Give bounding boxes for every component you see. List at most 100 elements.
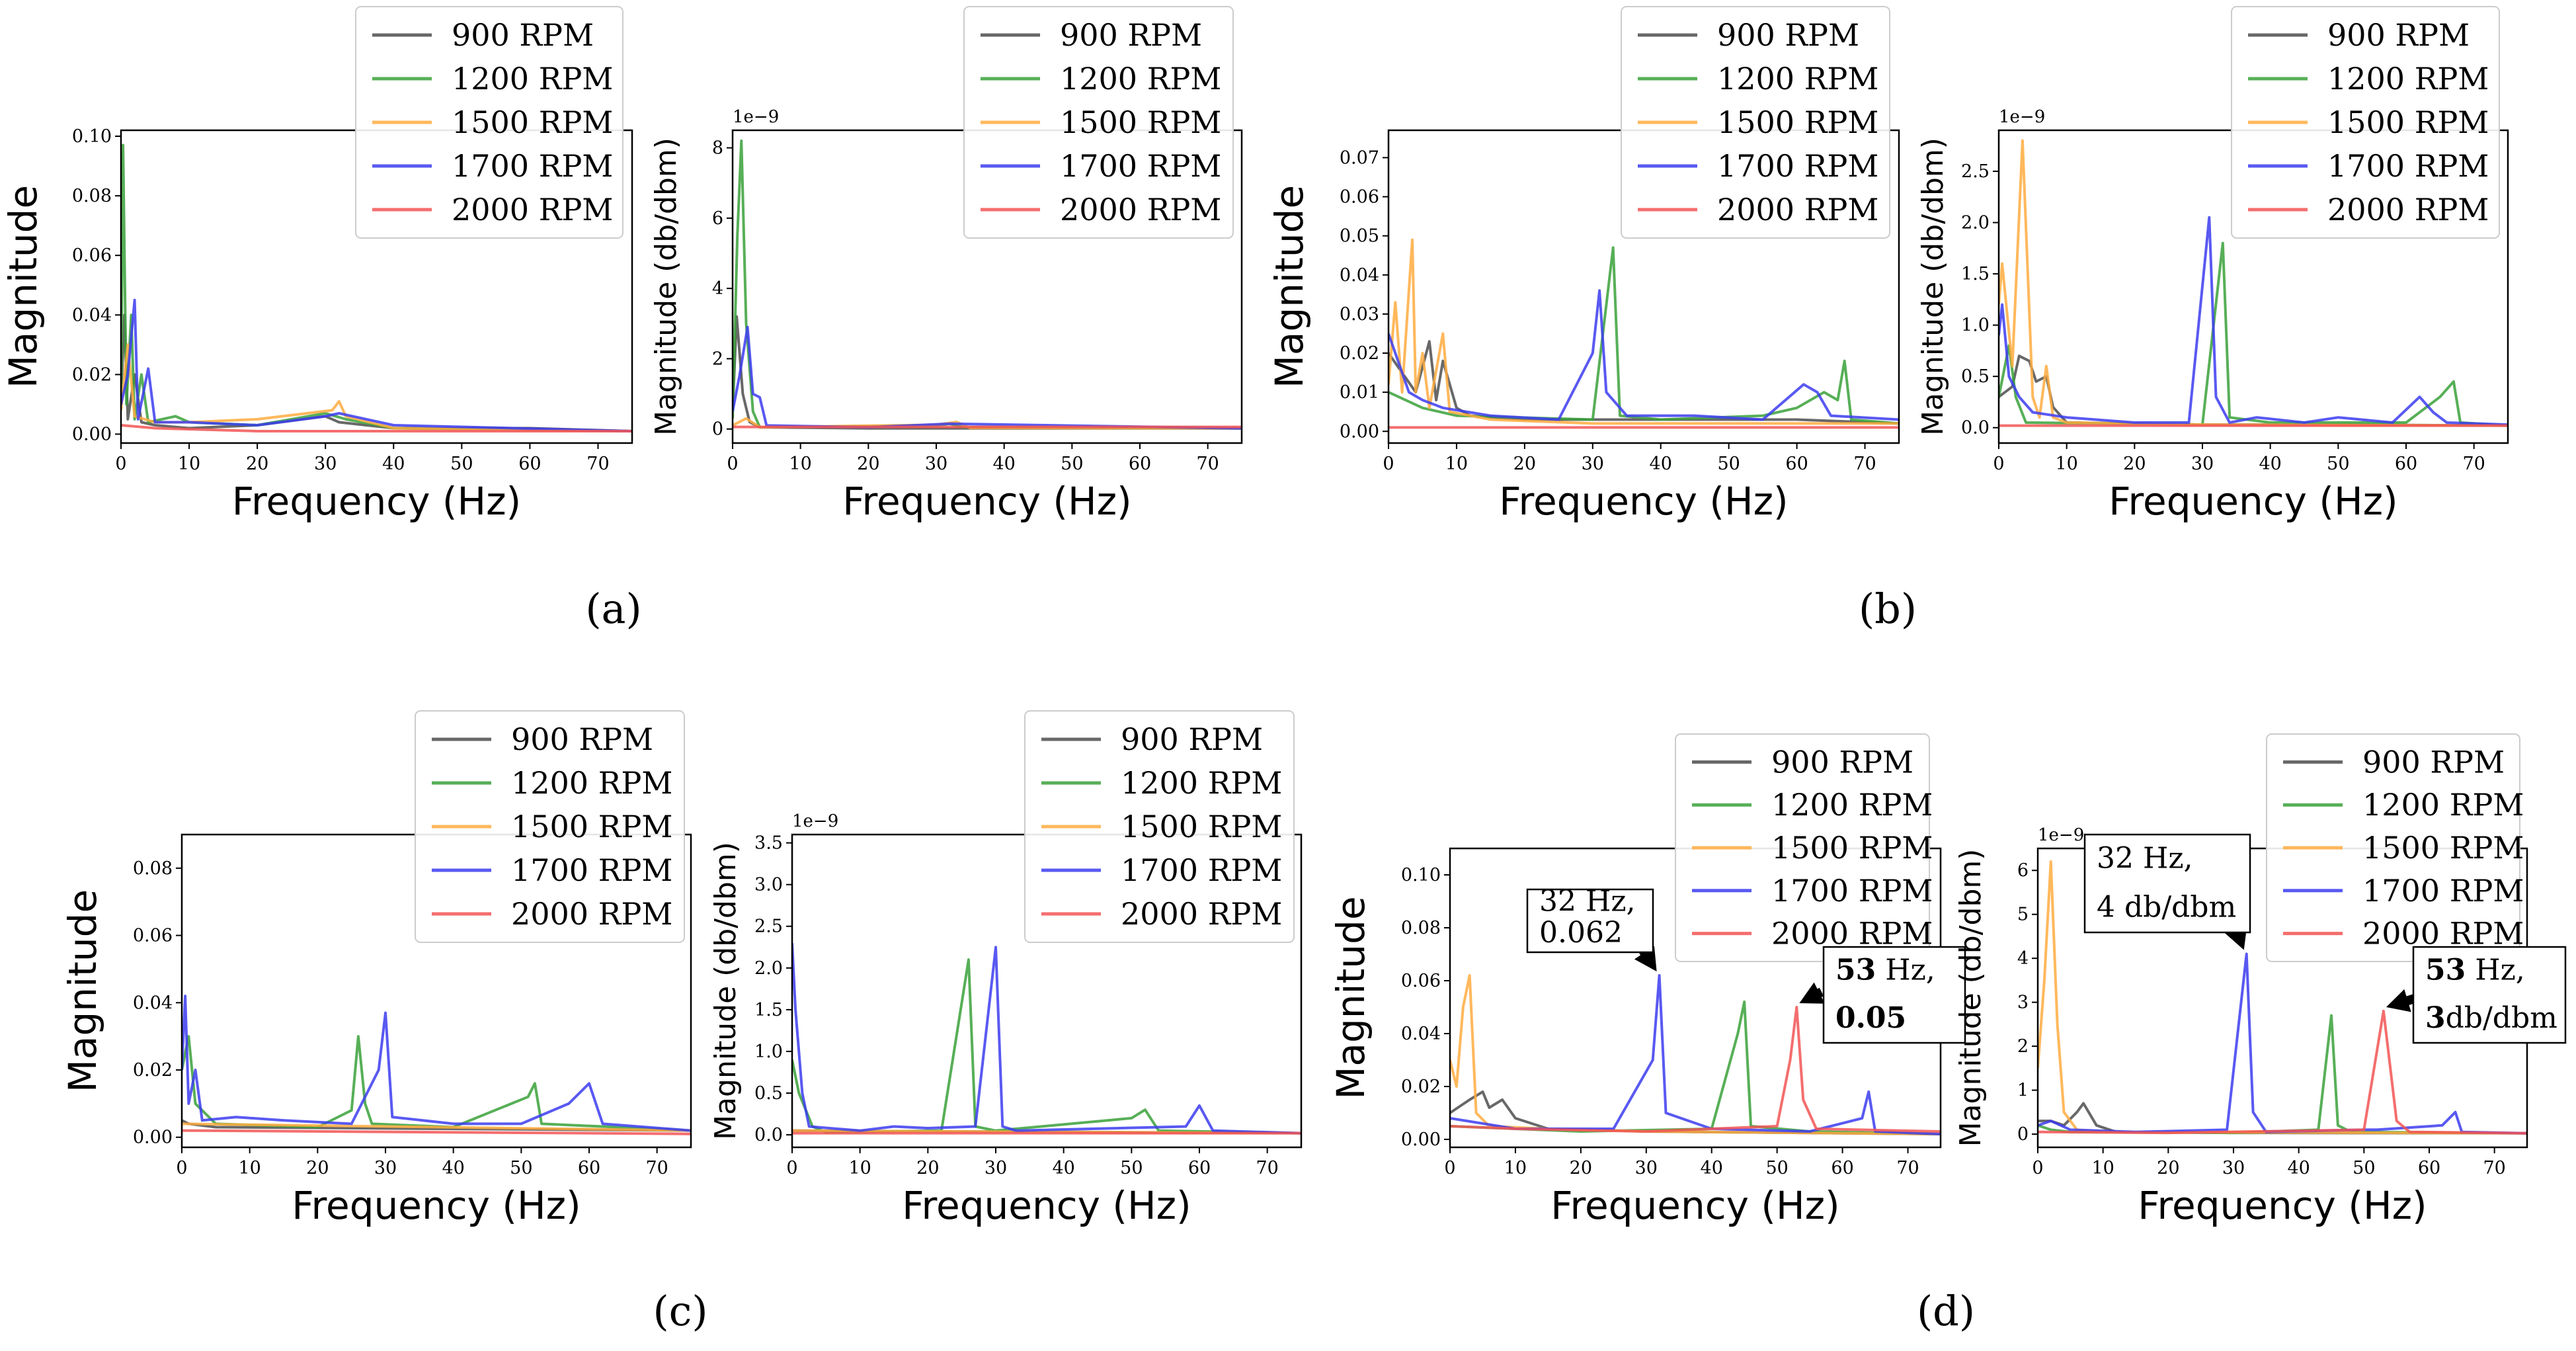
annotation-text-part: Hz, [2466, 953, 2525, 987]
annotation-text: 0.062 [1539, 916, 1623, 950]
y-tick-label: 0.07 [1340, 147, 1379, 168]
x-tick-label: 40 [1052, 1158, 1074, 1178]
x-tick-label: 0 [727, 454, 738, 474]
series-line-1700-rpm [1450, 974, 1941, 1135]
y-tick-label: 1 [2017, 1081, 2029, 1101]
series-line-1200-rpm [1999, 241, 2508, 427]
y-tick-label: 2.0 [1961, 213, 1990, 233]
legend: 900 RPM 1200 RPM 1500 RPM 1700 RPM 2000 RPM [2266, 733, 2524, 962]
legend-label: 1500 RPM [1121, 809, 1282, 844]
x-tick-label: 30 [2191, 454, 2214, 474]
series-line-1200-rpm [1389, 246, 1899, 425]
y-tick-label: 0.10 [72, 126, 112, 147]
x-tick-label: 20 [857, 454, 879, 474]
series-line-1500-rpm [121, 343, 632, 432]
legend-label: 1200 RPM [1717, 61, 1878, 97]
x-tick-label: 50 [1120, 1158, 1143, 1178]
legend: 900 RPM 1200 RPM 1500 RPM 1700 RPM 2000 RPM [355, 6, 624, 239]
x-tick-label: 0 [1383, 454, 1394, 474]
y-tick-label: 1.0 [754, 1042, 783, 1062]
series-group [1450, 974, 1941, 1135]
legend-label: 900 RPM [511, 721, 653, 757]
x-tick-label: 60 [518, 454, 541, 474]
series-line-2000-rpm [121, 424, 632, 432]
chart-a-right: 0 10 20 30 40 50 60 70 0 2 4 6 8 1e−9 Frequency (Hz) Ma… [649, 6, 1243, 524]
annotation-box [2412, 946, 2567, 1044]
y-tick-label: 0.00 [133, 1127, 173, 1148]
y-axis-label: Magnitude (db/dbm) [649, 138, 683, 436]
series-line-1200-rpm [733, 139, 1242, 430]
legend-label: 2000 RPM [2362, 916, 2524, 952]
legend-box [2231, 6, 2500, 239]
x-tick-label: 30 [985, 1158, 1007, 1178]
y-tick-label: 0.02 [1340, 343, 1379, 364]
y-tick-label: 0.04 [72, 305, 112, 325]
legend-label: 1700 RPM [1121, 852, 1282, 888]
legend-label: 1700 RPM [452, 148, 613, 184]
y-tick-label: 6 [712, 208, 723, 229]
annotation-text-part: Hz, [1876, 953, 1935, 987]
series-line-1700-rpm [182, 995, 691, 1132]
annotation: 53 Hz, 3db/dbm [2386, 946, 2567, 1044]
x-tick-label: 60 [578, 1158, 600, 1178]
x-tick-label: 10 [848, 1158, 871, 1178]
x-tick-label: 0 [786, 1158, 797, 1178]
annotation: 32 Hz,0.062 [1526, 884, 1657, 971]
x-tick-label: 70 [1256, 1158, 1278, 1178]
x-tick-label: 70 [645, 1158, 668, 1178]
y-tick-label: 0.08 [133, 858, 173, 879]
x-tick-label: 40 [2287, 1158, 2310, 1178]
annotation-text: 4 db/dbm [2097, 890, 2236, 924]
series-line-2000-rpm [1450, 1006, 1941, 1133]
x-tick-label: 40 [382, 454, 405, 474]
x-tick-label: 10 [1445, 454, 1468, 474]
legend-box [1024, 710, 1295, 943]
y-tick-label: 0.04 [1401, 1024, 1441, 1044]
annotation-arrow [2386, 989, 2417, 1012]
legend-label: 2000 RPM [1060, 192, 1221, 227]
sci-offset-label: 1e−9 [2038, 825, 2084, 845]
x-tick-label: 20 [916, 1158, 939, 1178]
y-tick-label: 3 [2017, 993, 2029, 1013]
y-tick-label: 0.06 [1401, 971, 1441, 991]
x-tick-label: 70 [1896, 1158, 1919, 1178]
series-group [1389, 238, 1899, 429]
x-tick-label: 40 [1650, 454, 1672, 474]
x-tick-label: 20 [1570, 1158, 1592, 1178]
y-tick-label: 0.06 [133, 926, 173, 946]
y-tick-label: 2.0 [754, 958, 783, 979]
y-tick-label: 2 [2017, 1036, 2029, 1057]
annotation-arrow [1799, 982, 1825, 1004]
x-tick-label: 30 [925, 454, 947, 474]
legend-label: 2000 RPM [1771, 916, 1933, 952]
legend-box [963, 6, 1234, 239]
caption-d: (d) [1917, 1287, 1975, 1335]
y-tick-label: 0.04 [1340, 265, 1379, 286]
series-line-1700-rpm [1999, 216, 2508, 427]
legend-label: 1500 RPM [2327, 104, 2489, 140]
legend-label: 1500 RPM [1717, 104, 1878, 140]
y-tick-label: 2 [712, 348, 723, 369]
series-line-1500-rpm [182, 1122, 691, 1132]
series-line-1200-rpm [121, 143, 632, 432]
x-tick-label: 30 [314, 454, 337, 474]
annotation-box [1822, 946, 1966, 1044]
series-line-900-rpm [1999, 354, 2508, 427]
caption-c: (c) [653, 1287, 707, 1335]
legend-label: 1500 RPM [1060, 104, 1221, 140]
annotation-text-part: 0.05 [1835, 1001, 1906, 1035]
y-tick-label: 0.05 [1340, 226, 1379, 247]
y-axis-label: Magnitude (db/dbm) [1916, 138, 1950, 436]
legend-label: 1200 RPM [511, 765, 672, 801]
series-line-1700-rpm [1389, 289, 1899, 421]
y-tick-label: 2.5 [1961, 161, 1990, 182]
series-line-1700-rpm [121, 298, 632, 432]
y-tick-label: 0.00 [1340, 421, 1379, 442]
x-tick-label: 10 [238, 1158, 261, 1178]
annotation-text-part: 53 [2425, 953, 2466, 987]
x-axis-label: Frequency (Hz) [2109, 479, 2397, 524]
legend-label: 1700 RPM [2327, 148, 2489, 184]
x-tick-label: 70 [1196, 454, 1219, 474]
legend-box [415, 710, 685, 943]
legend: 900 RPM 1200 RPM 1500 RPM 1700 RPM 2000 RPM [1024, 710, 1295, 943]
